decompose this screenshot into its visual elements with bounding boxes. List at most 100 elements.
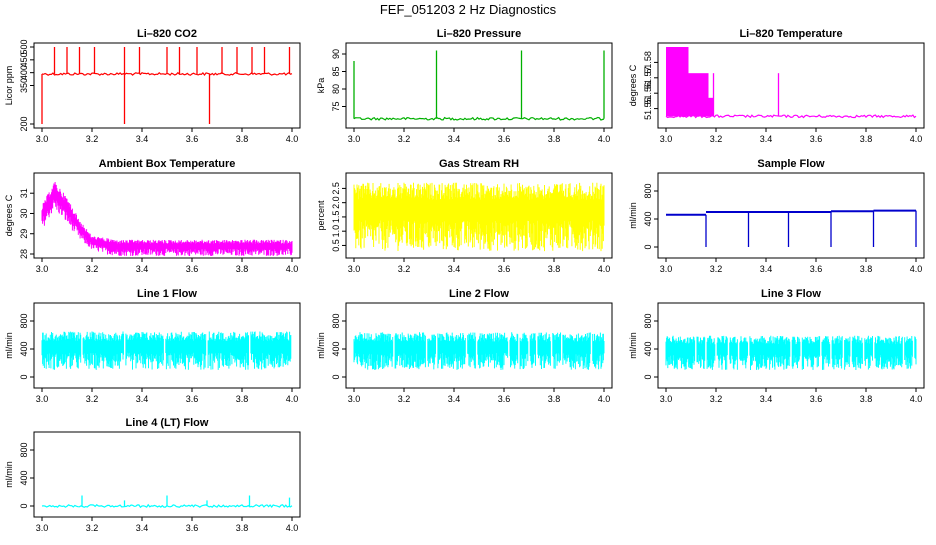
chart-panel-9: Line 3 Flow ml/min 3.0 3.2 3.4 3.6 3.8 4.0 0 400 8… (628, 288, 925, 404)
y-axis-label: percent (316, 200, 326, 231)
y-axis-label: degrees C (4, 194, 14, 236)
x-tick-label: 3.0 (660, 134, 673, 144)
x-tick-label: 4.0 (598, 394, 611, 404)
data-series (41, 495, 293, 509)
x-tick-label: 4.0 (286, 394, 299, 404)
x-tick-label: 3.2 (710, 134, 723, 144)
x-tick-label: 3.4 (760, 394, 773, 404)
y-tick-label: 0 (643, 244, 653, 249)
x-tick-label: 3.6 (810, 134, 823, 144)
x-tick-label: 4.0 (598, 134, 611, 144)
y-axis-label: kPa (316, 78, 326, 94)
x-tick-label: 4.0 (286, 523, 299, 533)
y-tick-label: 0 (331, 374, 341, 379)
x-tick-label: 3.6 (498, 264, 511, 274)
chart-title: Sample Flow (757, 158, 825, 170)
x-tick-label: 3.2 (86, 134, 99, 144)
y-tick-label: 400 (19, 470, 29, 485)
x-tick-label: 3.2 (710, 264, 723, 274)
data-series (353, 332, 605, 370)
data-series (353, 182, 605, 252)
x-tick-label: 4.0 (910, 394, 923, 404)
y-tick-label: 400 (643, 341, 653, 356)
data-envelope (353, 182, 605, 252)
y-axis-label: degrees C (628, 64, 638, 106)
y-axis-label: ml/min (628, 202, 638, 229)
data-envelope (353, 332, 605, 370)
plot-frame (33, 172, 301, 259)
y-tick-label: 500 (19, 39, 29, 54)
y-tick-label: 51.55 (643, 97, 653, 120)
x-tick-label: 3.6 (810, 394, 823, 404)
y-axis-label: Licor ppm (4, 66, 14, 106)
y-tick-label: 31 (19, 188, 29, 198)
chart-title: Line 3 Flow (761, 288, 821, 300)
chart-title: Li–820 Pressure (437, 28, 521, 40)
x-tick-label: 3.0 (36, 523, 49, 533)
y-tick-label: 800 (19, 313, 29, 328)
y-axis-label: ml/min (316, 332, 326, 359)
x-tick-label: 3.6 (186, 264, 199, 274)
y-tick-label: 400 (331, 341, 341, 356)
plot-frame (33, 302, 301, 389)
y-tick-label: 28 (19, 249, 29, 259)
x-tick-label: 3.4 (136, 523, 149, 533)
x-tick-label: 3.0 (348, 134, 361, 144)
y-tick-label: 400 (643, 211, 653, 226)
data-envelope (41, 331, 292, 370)
y-tick-label: 800 (19, 442, 29, 457)
data-block (708, 97, 714, 117)
x-tick-label: 3.8 (548, 134, 561, 144)
y-axis-label: ml/min (628, 332, 638, 359)
data-series (665, 335, 917, 370)
chart-panel-1: Li–820 CO2 Licor ppm 3.0 3.2 3.4 3.6 3.8 4.0 200… (4, 28, 301, 144)
x-tick-label: 3.0 (660, 394, 673, 404)
x-tick-label: 3.4 (136, 264, 149, 274)
y-tick-label: 51.58 (643, 51, 653, 74)
y-tick-label: 200 (19, 116, 29, 131)
x-tick-label: 3.8 (860, 394, 873, 404)
data-envelope (41, 182, 293, 256)
x-tick-label: 4.0 (598, 264, 611, 274)
x-tick-label: 3.0 (660, 264, 673, 274)
chart-panel-5: Gas Stream RH percent 3.0 3.2 3.4 3.6 3.8 4.0 0.… (316, 158, 613, 274)
chart-panel-4: Ambient Box Temperature degrees C 3.0 3.2 3.… (4, 158, 301, 274)
y-axis-label: ml/min (4, 332, 14, 359)
y-tick-label: 450 (19, 52, 29, 67)
x-tick-label: 3.2 (398, 134, 411, 144)
x-tick-label: 3.4 (136, 134, 149, 144)
plot-frame (33, 431, 301, 518)
plot-frame (657, 302, 925, 389)
plot-frame (657, 42, 925, 129)
x-tick-label: 3.8 (236, 134, 249, 144)
figure-title: FEF_051203 2 Hz Diagnostics (379, 2, 557, 17)
x-tick-label: 3.4 (448, 134, 461, 144)
x-tick-label: 3.6 (810, 264, 823, 274)
y-tick-label: 51.56 (643, 82, 653, 105)
x-tick-label: 3.4 (760, 264, 773, 274)
y-axis-label: ml/min (4, 461, 14, 488)
chart-title: Line 1 Flow (137, 288, 197, 300)
x-tick-label: 3.6 (186, 394, 199, 404)
x-tick-label: 3.8 (236, 394, 249, 404)
y-tick-label: 2.0 (331, 196, 341, 209)
x-tick-label: 3.4 (448, 394, 461, 404)
x-tick-label: 3.6 (498, 394, 511, 404)
chart-panel-7: Line 1 Flow ml/min 3.0 3.2 3.4 3.6 3.8 4.0 0 400 8… (4, 288, 301, 404)
y-tick-label: 2.5 (331, 182, 341, 195)
y-tick-label: 800 (643, 183, 653, 198)
x-tick-label: 3.2 (710, 394, 723, 404)
y-tick-label: 400 (19, 65, 29, 80)
x-tick-label: 3.8 (236, 264, 249, 274)
y-tick-label: 0 (643, 374, 653, 379)
plot-frame (657, 172, 925, 259)
x-tick-label: 3.8 (860, 264, 873, 274)
y-tick-label: 85 (331, 66, 341, 76)
data-series (41, 47, 293, 124)
y-tick-label: 0.5 (331, 239, 341, 252)
y-tick-label: 1.0 (331, 225, 341, 238)
x-tick-label: 3.0 (36, 264, 49, 274)
y-tick-label: 400 (19, 341, 29, 356)
